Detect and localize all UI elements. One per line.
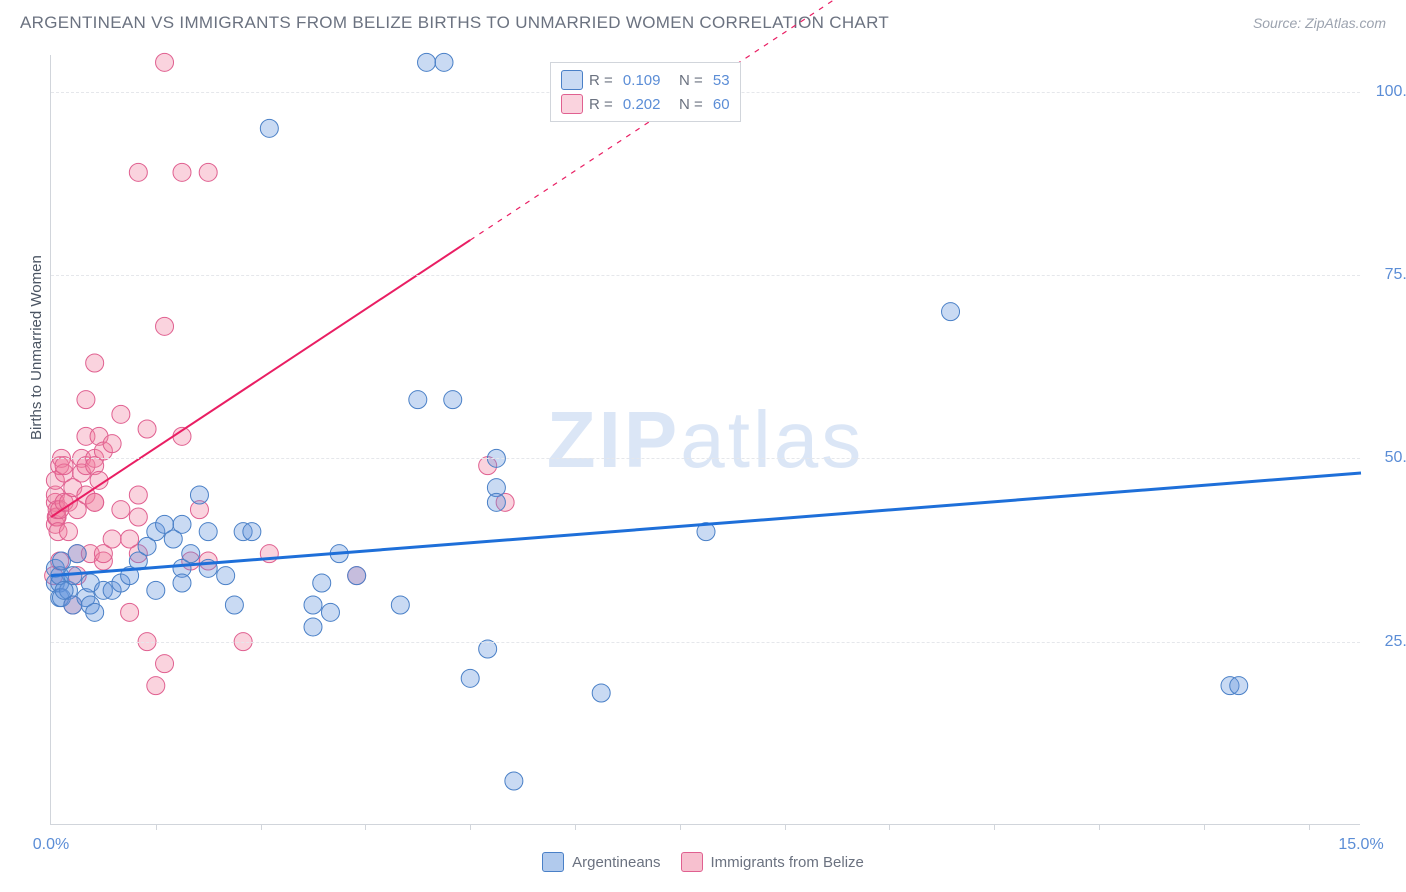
data-point bbox=[461, 669, 479, 687]
x-tick bbox=[994, 824, 995, 830]
data-point bbox=[199, 163, 217, 181]
x-tick bbox=[261, 824, 262, 830]
data-point bbox=[156, 317, 174, 335]
y-tick-label: 25.0% bbox=[1385, 633, 1406, 651]
data-point bbox=[409, 391, 427, 409]
data-point bbox=[156, 655, 174, 673]
legend-swatch bbox=[561, 70, 583, 90]
r-label: R = bbox=[589, 72, 613, 89]
data-point bbox=[435, 53, 453, 71]
header: ARGENTINEAN VS IMMIGRANTS FROM BELIZE BI… bbox=[0, 0, 1406, 45]
data-point bbox=[86, 354, 104, 372]
data-point bbox=[156, 53, 174, 71]
data-point bbox=[304, 618, 322, 636]
plot-svg bbox=[51, 55, 1360, 824]
n-value: 53 bbox=[709, 72, 730, 89]
data-point bbox=[173, 574, 191, 592]
trend-line bbox=[51, 240, 470, 517]
data-point bbox=[121, 603, 139, 621]
data-point bbox=[59, 523, 77, 541]
legend-swatch bbox=[561, 94, 583, 114]
x-tick bbox=[680, 824, 681, 830]
legend-bottom-label: Immigrants from Belize bbox=[711, 854, 864, 871]
data-point bbox=[147, 581, 165, 599]
gridline-h bbox=[51, 458, 1360, 459]
data-point bbox=[103, 435, 121, 453]
legend-bottom-label: Argentineans bbox=[572, 854, 660, 871]
x-tick bbox=[889, 824, 890, 830]
data-point bbox=[147, 677, 165, 695]
data-point bbox=[86, 603, 104, 621]
n-label: N = bbox=[666, 72, 702, 89]
data-point bbox=[138, 420, 156, 438]
x-tick bbox=[1099, 824, 1100, 830]
chart-title: ARGENTINEAN VS IMMIGRANTS FROM BELIZE BI… bbox=[20, 13, 889, 33]
y-tick-label: 50.0% bbox=[1385, 449, 1406, 467]
data-point bbox=[55, 457, 73, 475]
data-point bbox=[77, 391, 95, 409]
data-point bbox=[942, 303, 960, 321]
n-label: N = bbox=[666, 96, 702, 113]
legend-bottom-item: Argentineans bbox=[542, 852, 660, 872]
legend-top: R = 0.109 N = 53R = 0.202 N = 60 bbox=[550, 62, 741, 122]
data-point bbox=[112, 501, 130, 519]
x-tick bbox=[365, 824, 366, 830]
data-point bbox=[321, 603, 339, 621]
data-point bbox=[391, 596, 409, 614]
data-point bbox=[313, 574, 331, 592]
data-point bbox=[68, 545, 86, 563]
data-point bbox=[55, 581, 73, 599]
legend-swatch bbox=[542, 852, 564, 872]
data-point bbox=[173, 515, 191, 533]
legend-top-row: R = 0.202 N = 60 bbox=[561, 92, 730, 116]
source-label: Source: ZipAtlas.com bbox=[1253, 15, 1386, 31]
data-point bbox=[129, 163, 147, 181]
data-point bbox=[592, 684, 610, 702]
data-point bbox=[86, 493, 104, 511]
x-tick bbox=[575, 824, 576, 830]
legend-top-row: R = 0.109 N = 53 bbox=[561, 68, 730, 92]
data-point bbox=[112, 405, 130, 423]
legend-swatch bbox=[681, 852, 703, 872]
r-label: R = bbox=[589, 96, 613, 113]
data-point bbox=[199, 523, 217, 541]
data-point bbox=[444, 391, 462, 409]
data-point bbox=[487, 493, 505, 511]
data-point bbox=[182, 545, 200, 563]
data-point bbox=[217, 567, 235, 585]
data-point bbox=[190, 486, 208, 504]
data-point bbox=[173, 163, 191, 181]
x-tick bbox=[1309, 824, 1310, 830]
x-tick bbox=[785, 824, 786, 830]
data-point bbox=[348, 567, 366, 585]
y-axis-label: Births to Unmarried Women bbox=[28, 255, 45, 440]
data-point bbox=[129, 486, 147, 504]
r-value: 0.109 bbox=[619, 72, 661, 89]
data-point bbox=[304, 596, 322, 614]
gridline-h bbox=[51, 642, 1360, 643]
x-tick bbox=[1204, 824, 1205, 830]
data-point bbox=[129, 508, 147, 526]
y-tick-label: 100.0% bbox=[1376, 83, 1406, 101]
legend-bottom-item: Immigrants from Belize bbox=[681, 852, 864, 872]
data-point bbox=[1230, 677, 1248, 695]
data-point bbox=[103, 530, 121, 548]
data-point bbox=[479, 640, 497, 658]
data-point bbox=[505, 772, 523, 790]
n-value: 60 bbox=[709, 96, 730, 113]
x-tick bbox=[470, 824, 471, 830]
r-value: 0.202 bbox=[619, 96, 661, 113]
gridline-h bbox=[51, 275, 1360, 276]
data-point bbox=[260, 119, 278, 137]
data-point bbox=[418, 53, 436, 71]
data-point bbox=[243, 523, 261, 541]
legend-bottom: Argentineans Immigrants from Belize bbox=[0, 852, 1406, 872]
data-point bbox=[225, 596, 243, 614]
chart-area: ZIPatlas 25.0%50.0%75.0%100.0%0.0%15.0% bbox=[50, 55, 1360, 825]
x-tick bbox=[156, 824, 157, 830]
y-tick-label: 75.0% bbox=[1385, 266, 1406, 284]
